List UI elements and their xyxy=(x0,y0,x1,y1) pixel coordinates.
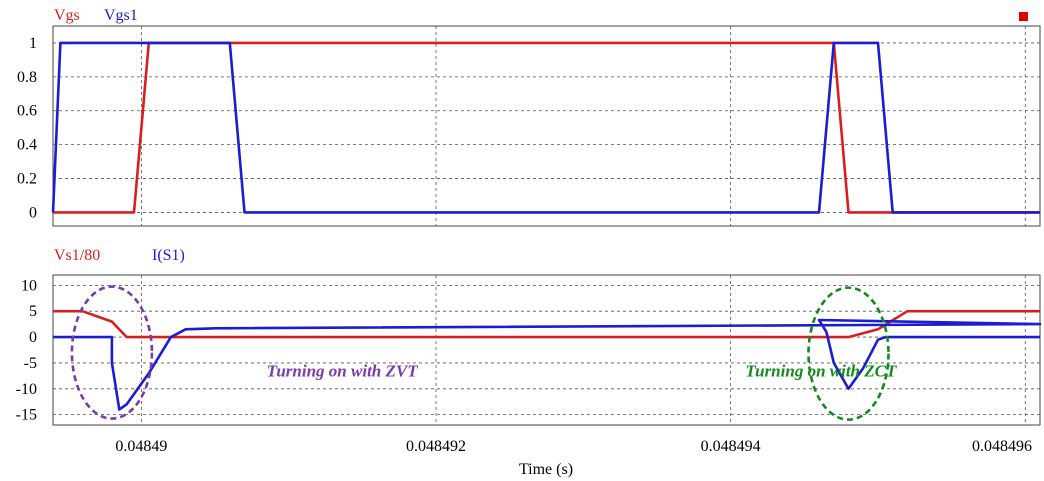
plot-frame xyxy=(52,25,1041,227)
annotation-ellipse xyxy=(70,285,154,420)
annotation-label: Turning on with ZVT xyxy=(267,361,419,380)
annotation-label: Turning on with ZCT xyxy=(745,361,897,380)
y-tick-label: 0.8 xyxy=(17,69,37,86)
y-tick-label: 0.2 xyxy=(17,171,37,188)
x-tick-label: 0.048496 xyxy=(972,438,1032,455)
x-tick-label: 0.04849 xyxy=(115,438,167,455)
legend-vgs: Vgs xyxy=(54,7,80,24)
y-tick-label: 1 xyxy=(29,35,37,52)
y-tick-label: -10 xyxy=(16,381,37,398)
y-tick-label: 5 xyxy=(29,303,37,320)
y-tick-label: 0.4 xyxy=(17,137,37,154)
x-axis-label: Time (s) xyxy=(519,461,573,478)
series-line-vgs xyxy=(53,41,1040,214)
y-tick-label: 10 xyxy=(21,277,37,294)
x-tick-label: 0.048492 xyxy=(406,438,466,455)
legend-vgs1: Vgs1 xyxy=(104,7,138,24)
y-tick-label: 0 xyxy=(29,329,37,346)
top-panel: 0 0.2 0.4 0.6 0.8 1 xyxy=(17,25,1041,227)
annotation-ellipse xyxy=(807,286,890,421)
legend-is1: I(S1) xyxy=(152,247,185,264)
bottom-panel: -15 -10 -5 0 5 10 Turning on with ZVT Turning o… xyxy=(16,274,1042,426)
y-tick-label: -15 xyxy=(16,407,37,424)
x-tick-label: 0.048494 xyxy=(701,438,761,455)
y-tick-label: -5 xyxy=(24,355,37,372)
series-line-i-s1- xyxy=(53,318,1042,411)
y-tick-label: 0.6 xyxy=(17,103,37,120)
corner-marker xyxy=(1019,12,1028,21)
y-tick-label: 0 xyxy=(29,204,37,221)
series-line-vgs1 xyxy=(51,41,1040,214)
series-line-vs1-80 xyxy=(53,309,1040,339)
legend-vs1: Vs1/80 xyxy=(54,247,100,264)
x-axis-ticks: 0.04849 0.048492 0.048494 0.048496 xyxy=(115,438,1032,455)
plot-frame xyxy=(52,274,1041,426)
